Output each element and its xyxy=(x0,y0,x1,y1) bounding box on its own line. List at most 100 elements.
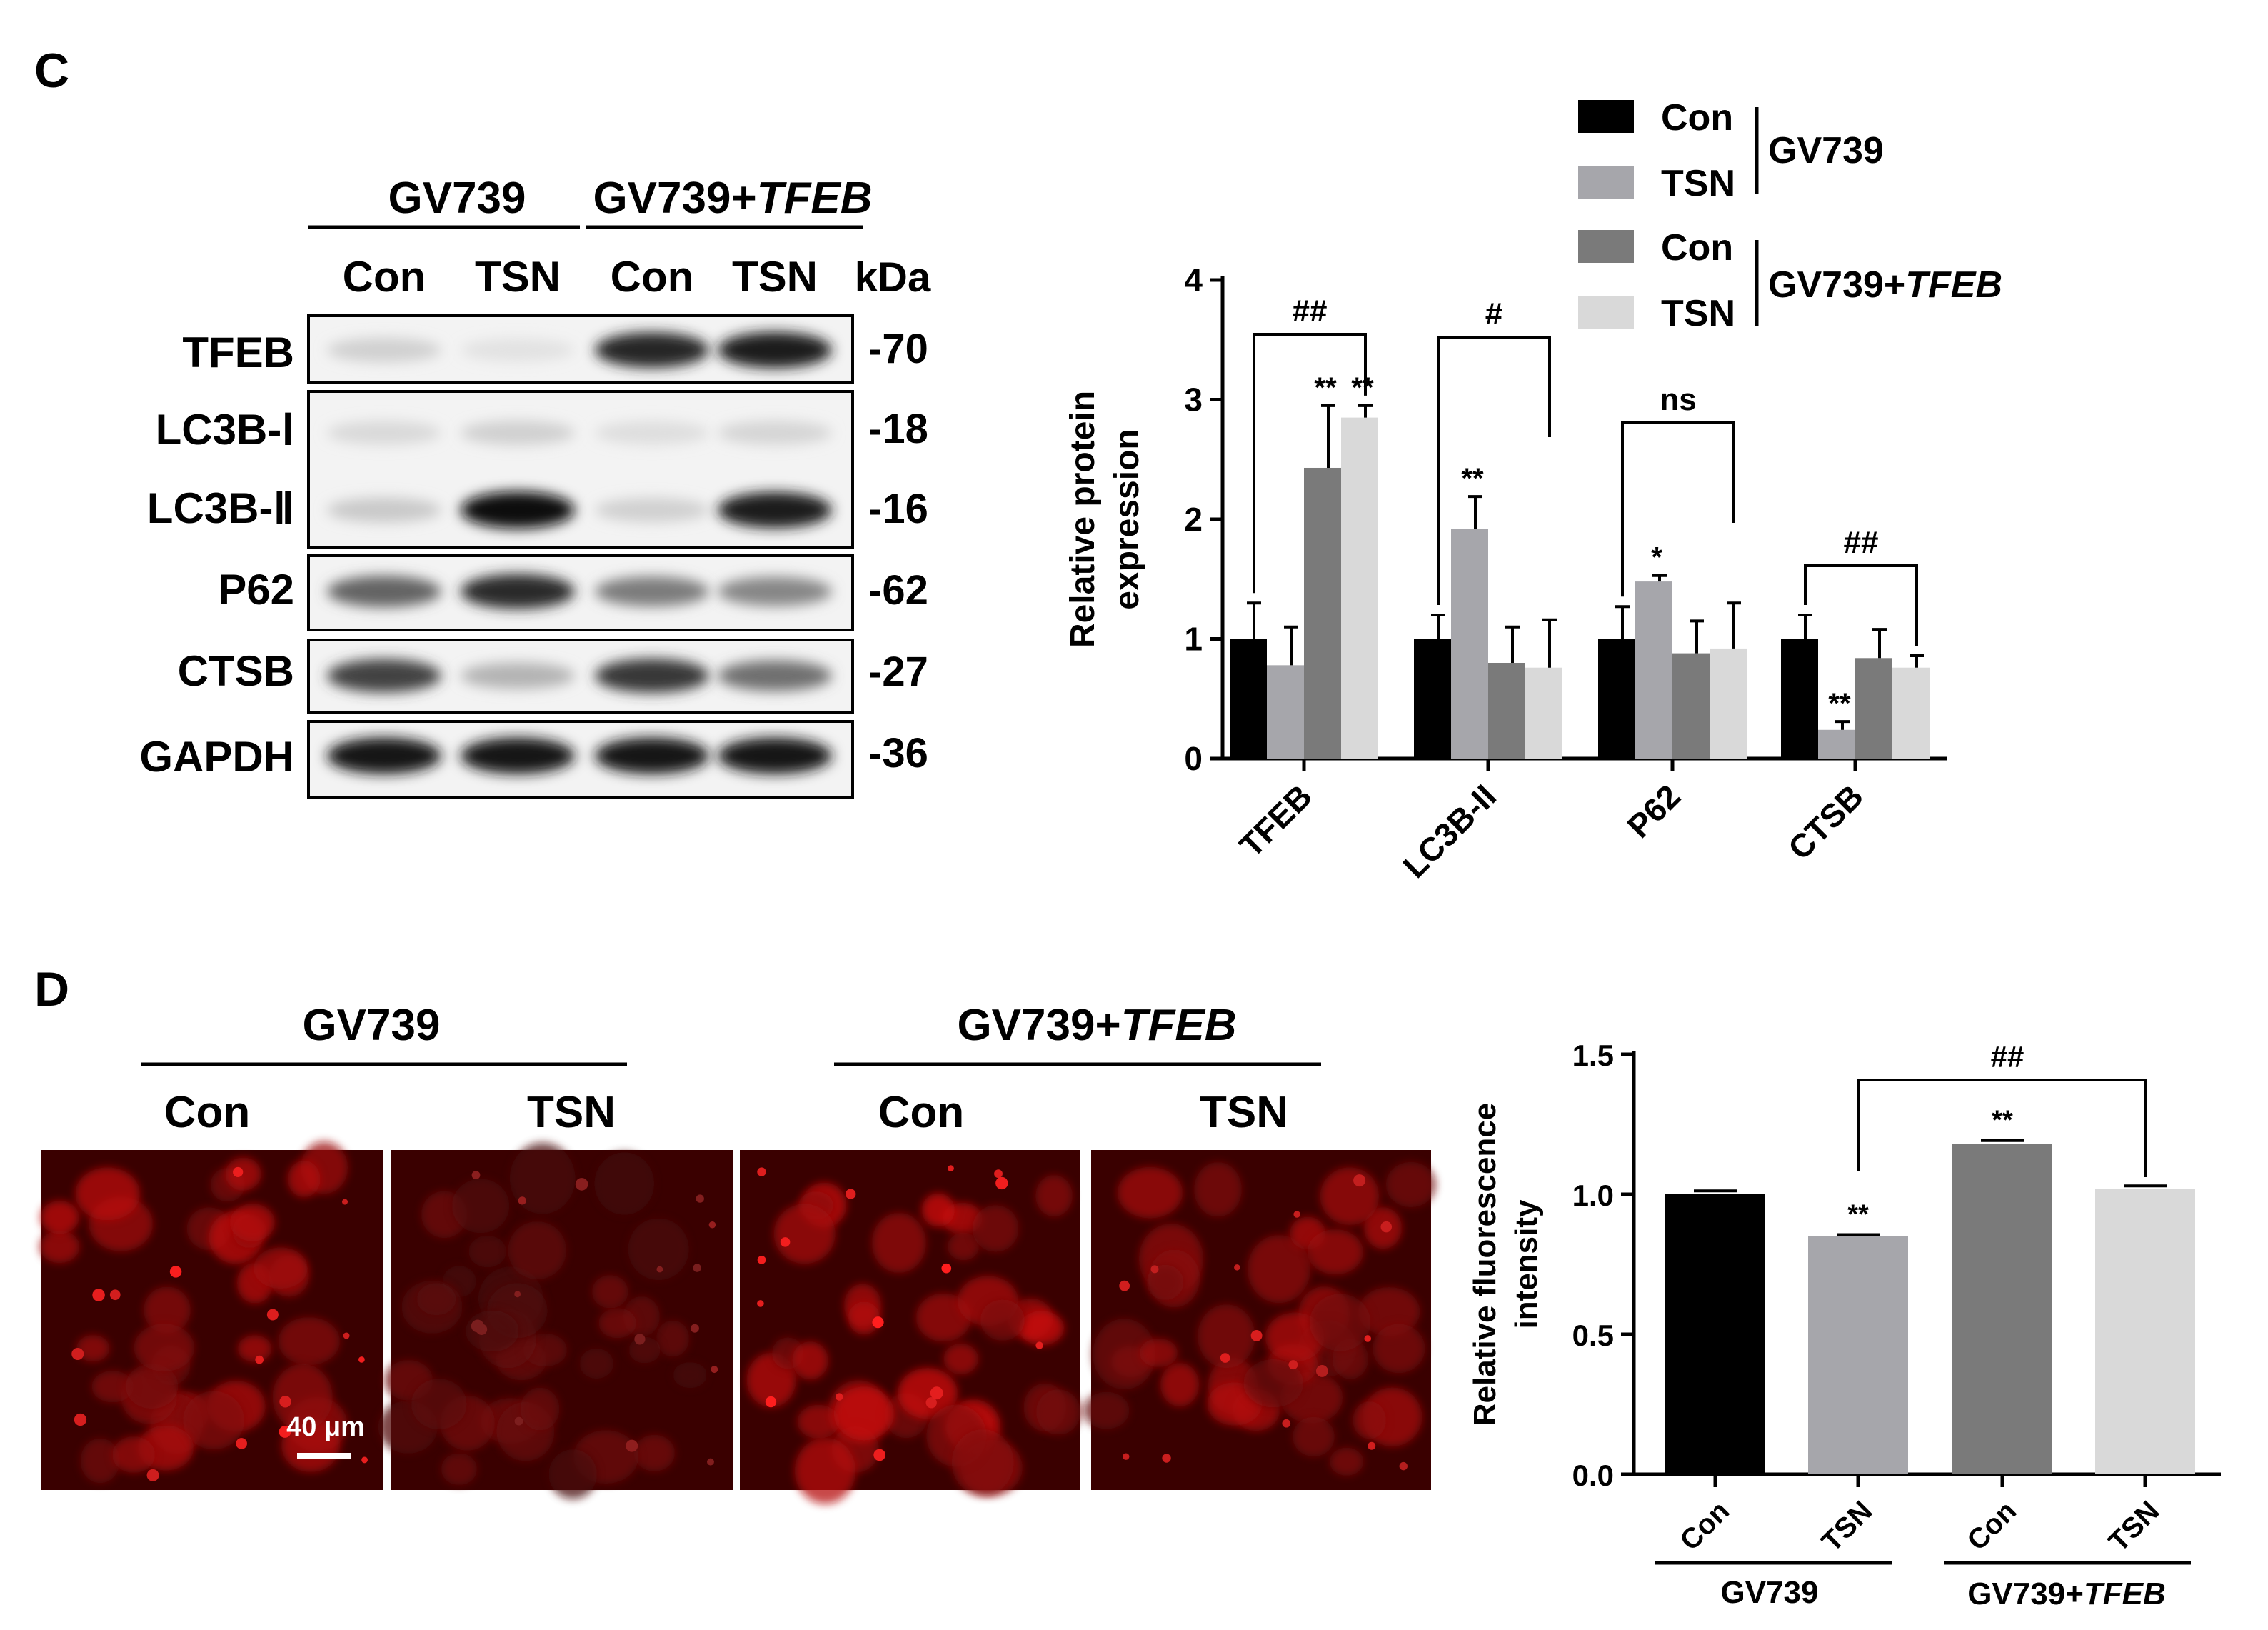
puncta xyxy=(994,1169,1003,1179)
image-label: Con xyxy=(878,1088,965,1137)
blot-band xyxy=(718,491,832,529)
cell xyxy=(125,1364,179,1409)
cell xyxy=(797,1404,840,1439)
bar xyxy=(2095,1189,2195,1474)
puncta xyxy=(626,1439,638,1452)
cell xyxy=(656,1320,690,1357)
puncta xyxy=(707,1458,714,1466)
puncta xyxy=(1150,1265,1159,1274)
image-label: TSN xyxy=(1200,1088,1288,1137)
cell xyxy=(1330,1447,1364,1476)
x-tick-label: Con xyxy=(1674,1495,1735,1556)
puncta xyxy=(1315,1365,1328,1377)
cell xyxy=(254,1247,308,1289)
cell xyxy=(848,1301,880,1335)
bar xyxy=(1488,663,1525,759)
comparison-label: ns xyxy=(1660,382,1696,417)
bar xyxy=(1855,658,1892,759)
bar xyxy=(1451,529,1488,759)
cell xyxy=(947,1232,980,1261)
blot-band xyxy=(327,421,441,445)
image-label: Con xyxy=(164,1088,251,1137)
cell xyxy=(281,1419,341,1472)
blot-band xyxy=(595,737,709,774)
blot-band xyxy=(718,660,832,691)
panel-c-label: C xyxy=(34,44,69,98)
puncta xyxy=(92,1289,105,1301)
y-axis-label: Relative protein expression xyxy=(1064,391,1146,648)
blot-group-header-2: GV739+TFEB xyxy=(593,174,872,223)
cell xyxy=(872,1212,926,1274)
x-tick-label: LC3B-II xyxy=(1395,777,1503,885)
cell xyxy=(278,1317,341,1366)
y-tick-label: 1 xyxy=(1184,621,1203,658)
puncta xyxy=(711,1366,718,1374)
significance-mark: ** xyxy=(1461,463,1484,494)
puncta xyxy=(1380,1221,1393,1233)
legend-group: GV739+TFEB xyxy=(1768,264,2002,306)
puncta xyxy=(656,1266,663,1273)
blot-band xyxy=(327,337,441,363)
cell xyxy=(1247,1235,1311,1304)
protein-expression-chart: 0 1 2 3 4 Relative protein expression ** ** TFEB *… xyxy=(1064,261,1947,885)
puncta xyxy=(255,1355,264,1364)
scale-bar: 40 μm xyxy=(286,1412,365,1459)
legend-entry: Con xyxy=(1661,97,1733,139)
comparison-label: ## xyxy=(1293,294,1328,329)
cell xyxy=(40,1200,79,1234)
puncta xyxy=(873,1449,886,1461)
bar xyxy=(1952,1144,2052,1474)
cell xyxy=(230,1204,275,1241)
puncta xyxy=(1399,1461,1408,1471)
x-tick-label: P62 xyxy=(1620,777,1687,845)
cell-cluster xyxy=(1083,1161,1436,1476)
y-tick-label: 2 xyxy=(1184,501,1203,538)
blot-group-header-1: GV739 xyxy=(388,174,526,223)
bar xyxy=(1304,467,1341,759)
blot-row-label: LC3B-Ⅰ xyxy=(156,406,294,454)
puncta xyxy=(471,1171,481,1180)
puncta xyxy=(690,1324,699,1333)
blot-row-label: GAPDH xyxy=(139,733,294,781)
blot-lane-label: Con xyxy=(343,253,426,301)
comparison-bracket xyxy=(1804,564,1918,646)
puncta xyxy=(514,1416,523,1426)
puncta xyxy=(693,1264,701,1272)
cell xyxy=(1353,1401,1386,1439)
puncta xyxy=(1288,1360,1298,1370)
cell xyxy=(76,1335,110,1362)
puncta xyxy=(169,1266,182,1278)
blot-lane-label: TSN xyxy=(732,253,818,301)
cell xyxy=(225,1157,261,1191)
comparison-bracket xyxy=(1857,1079,2147,1177)
cell xyxy=(628,1218,689,1281)
bar xyxy=(1414,639,1451,759)
puncta xyxy=(696,1194,704,1203)
puncta xyxy=(930,1386,943,1400)
y-tick-label: 4 xyxy=(1184,261,1203,299)
cell xyxy=(411,1379,467,1430)
blot-kda-label: kDa xyxy=(855,254,931,301)
puncta xyxy=(514,1291,521,1298)
x-group-label: GV739 xyxy=(1721,1575,1819,1610)
significance-mark: ** xyxy=(1351,372,1374,404)
significance-mark: ** xyxy=(1828,688,1851,719)
comparison-label: ## xyxy=(1844,525,1879,560)
bar xyxy=(1230,639,1267,759)
blot-band xyxy=(718,576,832,606)
bar xyxy=(1267,665,1304,759)
puncta xyxy=(1035,1341,1043,1349)
cell xyxy=(1035,1175,1073,1217)
cell xyxy=(972,1205,1019,1252)
cell xyxy=(594,1152,655,1215)
puncta xyxy=(109,1289,121,1301)
cell xyxy=(1036,1389,1081,1435)
cell xyxy=(1146,1264,1184,1301)
bar xyxy=(1672,653,1710,759)
cell-cluster xyxy=(39,1141,368,1484)
puncta xyxy=(233,1166,244,1178)
cell xyxy=(915,1293,972,1342)
blot-row-label: CTSB xyxy=(178,647,294,695)
cell-cluster xyxy=(378,1142,718,1499)
bar xyxy=(1341,417,1378,759)
